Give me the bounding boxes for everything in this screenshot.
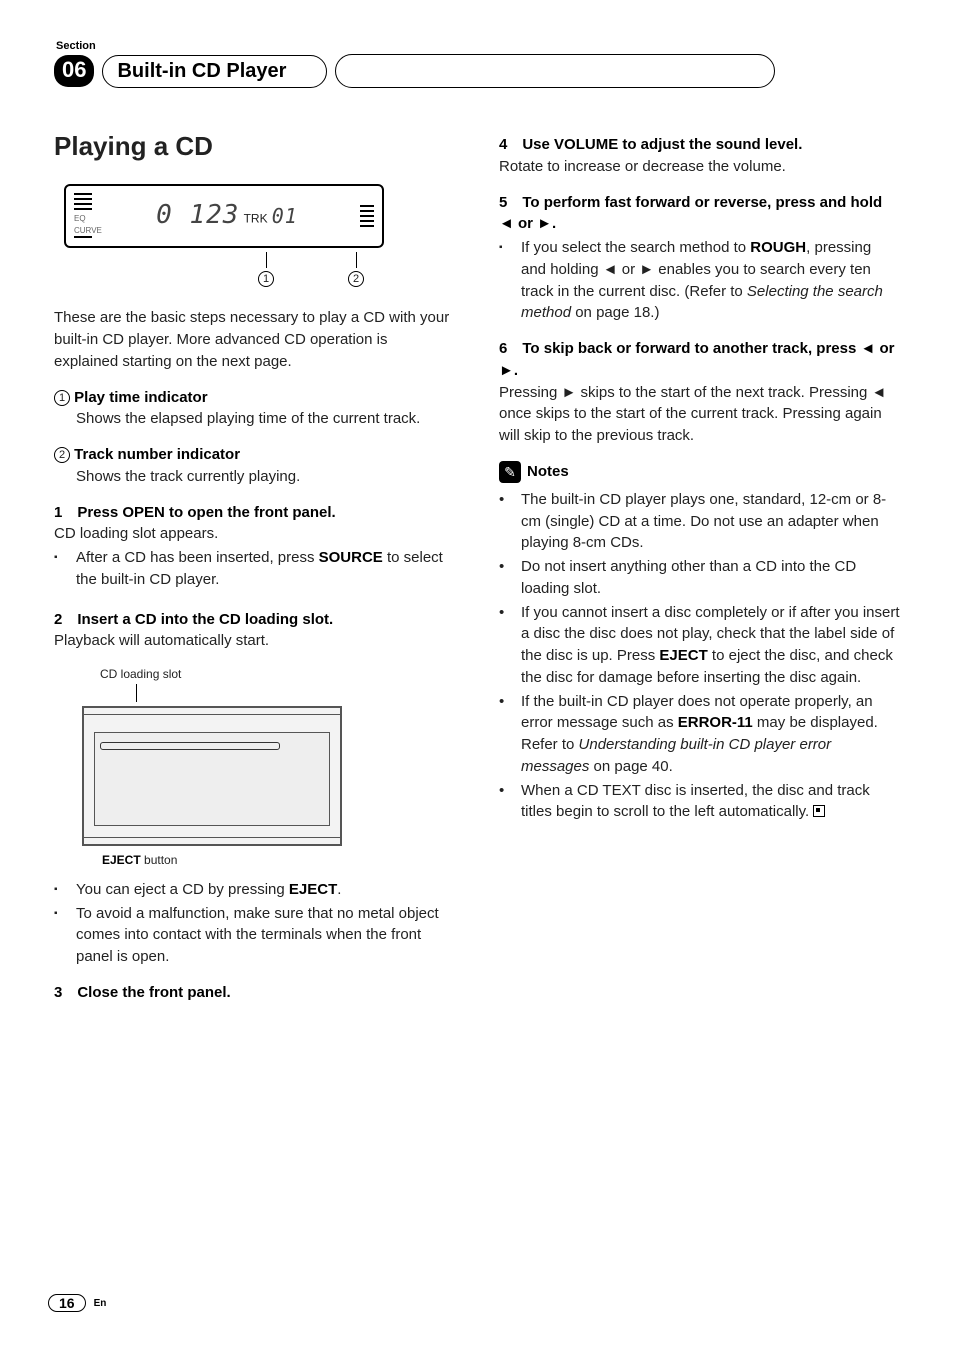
play-time-value: 0 123 <box>156 200 239 230</box>
bullet-icon <box>499 780 511 824</box>
end-section-icon <box>813 805 825 817</box>
step-5-note: If you select the search method to ROUGH… <box>499 237 900 324</box>
callout-1-icon: 1 <box>258 271 274 287</box>
page-footer: 16 En <box>48 1294 106 1312</box>
language-label: En <box>94 1298 107 1309</box>
step-2-heading: 2 Insert a CD into the CD loading slot. <box>54 609 455 631</box>
display-bars-right <box>360 202 374 230</box>
square-bullet-icon <box>54 903 66 968</box>
pencil-icon: ✎ <box>499 461 521 483</box>
header-row: 06 Built-in CD Player <box>54 54 900 88</box>
cd-slot-illustration <box>82 706 342 846</box>
indicator-2: 2 Track number indicator <box>54 444 455 466</box>
display-bars-left: EQ CURVE <box>74 190 94 241</box>
indicator-1-title: Play time indicator <box>74 389 207 406</box>
header-empty-bubble <box>335 54 775 88</box>
step-6-heading: 6 To skip back or forward to another tra… <box>499 338 900 382</box>
step-2-note-1: You can eject a CD by pressing EJECT. <box>54 879 455 901</box>
section-label: Section <box>56 40 900 52</box>
step-1-note: After a CD has been inserted, press SOUR… <box>54 547 455 591</box>
note-2: Do not insert anything other than a CD i… <box>499 556 900 600</box>
indicator-2-body: Shows the track currently playing. <box>54 466 455 488</box>
indicator-1-body: Shows the elapsed playing time of the cu… <box>54 408 455 430</box>
square-bullet-icon <box>54 879 66 901</box>
eject-button-callout: EJECT button <box>102 852 455 869</box>
section-number-badge: 06 <box>54 55 94 87</box>
display-readout: 0 123 TRK 01 <box>156 197 298 235</box>
bullet-icon <box>499 489 511 554</box>
step-2-body: Playback will automatically start. <box>54 630 455 652</box>
section-title: Built-in CD Player <box>102 55 327 88</box>
step-4-heading: 4 Use VOLUME to adjust the sound level. <box>499 134 900 156</box>
step-1-body-1: CD loading slot appears. <box>54 523 455 545</box>
indicator-1-number-icon: 1 <box>54 390 70 406</box>
indicator-1: 1 Play time indicator <box>54 387 455 409</box>
step-1-heading: 1 Press OPEN to open the front panel. <box>54 502 455 524</box>
indicator-2-title: Track number indicator <box>74 446 240 463</box>
track-number-value: 01 <box>272 204 298 228</box>
step-2-note-2: To avoid a malfunction, make sure that n… <box>54 903 455 968</box>
square-bullet-icon <box>499 237 511 324</box>
square-bullet-icon <box>54 547 66 591</box>
right-column: 4 Use VOLUME to adjust the sound level. … <box>499 128 900 1004</box>
page-number: 16 <box>48 1294 86 1312</box>
notes-heading: ✎ Notes <box>499 461 900 483</box>
eq-curve-label: EQ CURVE <box>74 213 92 238</box>
intro-paragraph: These are the basic steps necessary to p… <box>54 307 455 372</box>
note-5: When a CD TEXT disc is inserted, the dis… <box>499 780 900 824</box>
notes-label: Notes <box>527 461 569 483</box>
indicator-2-number-icon: 2 <box>54 447 70 463</box>
bullet-icon <box>499 602 511 689</box>
callout-2-icon: 2 <box>348 271 364 287</box>
cd-slot-callout-line <box>136 684 455 702</box>
cd-slot-callout-label: CD loading slot <box>100 666 455 683</box>
note-4: If the built-in CD player does not opera… <box>499 691 900 778</box>
bullet-icon <box>499 691 511 778</box>
page-title: Playing a CD <box>54 128 455 166</box>
cd-display-illustration: EQ CURVE 0 123 TRK 01 <box>64 184 384 248</box>
left-column: Playing a CD EQ CURVE 0 123 TRK 01 1 2 T… <box>54 128 455 1004</box>
step-6-body: Pressing ► skips to the start of the nex… <box>499 382 900 447</box>
callout-pointers: 1 2 <box>64 252 394 290</box>
note-3: If you cannot insert a disc completely o… <box>499 602 900 689</box>
step-3-heading: 3 Close the front panel. <box>54 982 455 1004</box>
trk-label: TRK <box>244 211 268 225</box>
step-5-heading: 5 To perform fast forward or reverse, pr… <box>499 192 900 236</box>
bullet-icon <box>499 556 511 600</box>
step-4-body: Rotate to increase or decrease the volum… <box>499 156 900 178</box>
note-1: The built-in CD player plays one, standa… <box>499 489 900 554</box>
